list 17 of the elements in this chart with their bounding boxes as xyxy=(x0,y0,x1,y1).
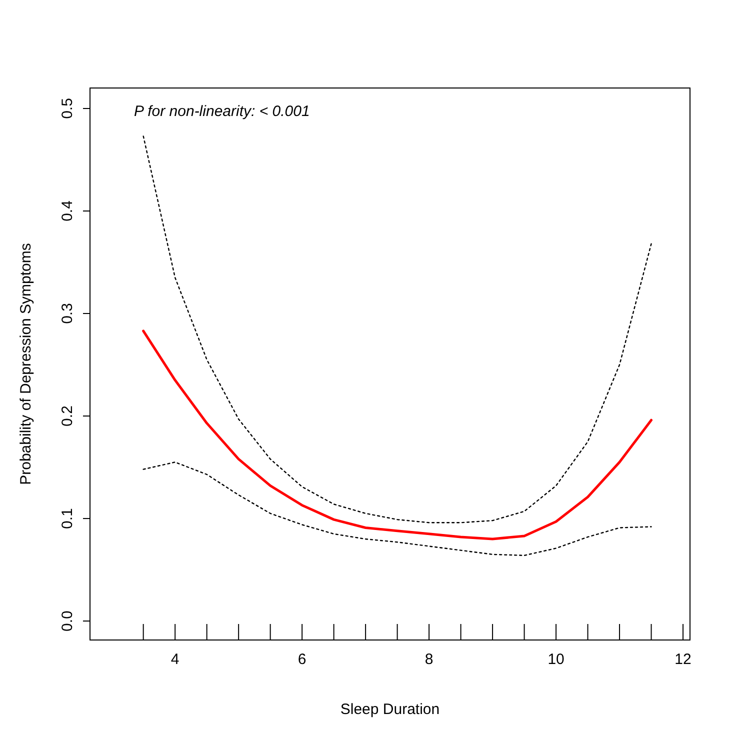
x-tick-label: 6 xyxy=(298,651,306,668)
y-tick-label: 0.0 xyxy=(59,610,76,632)
annotation: P for non-linearity: < 0.001 xyxy=(134,103,310,120)
y-tick-label: 0.4 xyxy=(59,200,76,222)
x-axis-title: Sleep Duration xyxy=(340,701,440,718)
x-tick-label: 12 xyxy=(674,651,692,668)
line-series xyxy=(142,136,652,524)
y-tick-label: 0.3 xyxy=(59,303,76,324)
y-tick-label: 0.1 xyxy=(59,508,76,529)
line-series xyxy=(142,330,653,540)
y-tick-label: 0.5 xyxy=(59,98,76,119)
x-tick-label: 8 xyxy=(424,651,434,668)
x-tick-label: 10 xyxy=(548,651,564,668)
x-tick-label: 4 xyxy=(170,651,180,668)
line-series xyxy=(142,462,652,556)
y-axis-title: Probability of Depression Symptoms xyxy=(17,243,34,485)
y-tick-label: 0.2 xyxy=(59,406,76,426)
